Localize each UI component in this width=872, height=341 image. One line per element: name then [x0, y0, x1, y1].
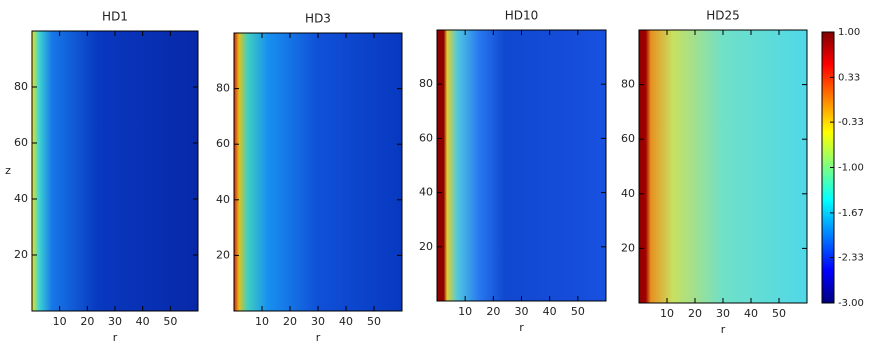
x-tick-label: 20	[283, 315, 297, 328]
x-tick-label: 20	[80, 315, 94, 328]
x-tick-label: 10	[660, 307, 674, 320]
y-tick-label: 20	[419, 240, 433, 253]
y-tick-label: 20	[14, 248, 28, 261]
colorbar-tick-label: -2.33	[838, 253, 864, 264]
x-tick-label: 10	[458, 305, 472, 318]
x-tick-label: 30	[311, 315, 325, 328]
x-tick-label: 40	[136, 315, 150, 328]
heatmap-image	[639, 30, 807, 303]
y-tick-label: 60	[621, 132, 635, 145]
colorbar	[822, 32, 834, 303]
y-tick-label: 80	[621, 78, 635, 91]
panel-title: HD10	[505, 9, 539, 23]
y-tick-label: 20	[621, 241, 635, 254]
x-tick-label: 50	[772, 307, 786, 320]
y-tick-label: 60	[14, 136, 28, 149]
panel-title: HD3	[305, 12, 331, 26]
x-tick-label: 20	[688, 307, 702, 320]
panel-title: HD25	[706, 9, 740, 23]
x-tick-label: 20	[486, 305, 500, 318]
x-tick-label: 40	[339, 315, 353, 328]
colorbar-tick-label: -1.00	[838, 163, 864, 174]
y-tick-label: 80	[216, 82, 230, 95]
y-tick-label: 60	[216, 137, 230, 150]
x-tick-label: 30	[108, 315, 122, 328]
y-tick-label: 60	[419, 131, 433, 144]
colorbar-tick-label: -3.00	[838, 298, 864, 309]
panel-title: HD1	[102, 10, 128, 24]
heatmap-image	[437, 30, 606, 301]
x-tick-label: 10	[255, 315, 269, 328]
colorbar-tick-label: -1.67	[838, 208, 864, 219]
x-tick-label: 50	[367, 315, 381, 328]
colorbar-tick-label: 0.33	[838, 72, 860, 83]
y-tick-label: 80	[14, 80, 28, 93]
y-tick-label: 40	[419, 186, 433, 199]
y-axis-label: z	[5, 164, 11, 177]
x-tick-label: 30	[716, 307, 730, 320]
y-tick-label: 40	[216, 193, 230, 206]
colorbar-tick-label: -0.33	[838, 117, 864, 128]
x-tick-label: 50	[163, 315, 177, 328]
y-tick-label: 40	[14, 192, 28, 205]
y-tick-label: 20	[216, 248, 230, 261]
x-axis-label: r	[721, 323, 726, 336]
colorbar-tick-label: 1.00	[838, 27, 860, 38]
y-tick-label: 80	[419, 77, 433, 90]
x-axis-label: r	[316, 331, 321, 341]
x-tick-label: 10	[53, 315, 67, 328]
x-tick-label: 40	[744, 307, 758, 320]
x-tick-label: 30	[515, 305, 529, 318]
y-tick-label: 40	[621, 187, 635, 200]
x-axis-label: r	[113, 331, 118, 341]
x-tick-label: 50	[571, 305, 585, 318]
heatmap-image	[32, 31, 198, 311]
x-axis-label: r	[519, 321, 524, 334]
x-tick-label: 40	[543, 305, 557, 318]
heatmap-image	[234, 33, 402, 311]
